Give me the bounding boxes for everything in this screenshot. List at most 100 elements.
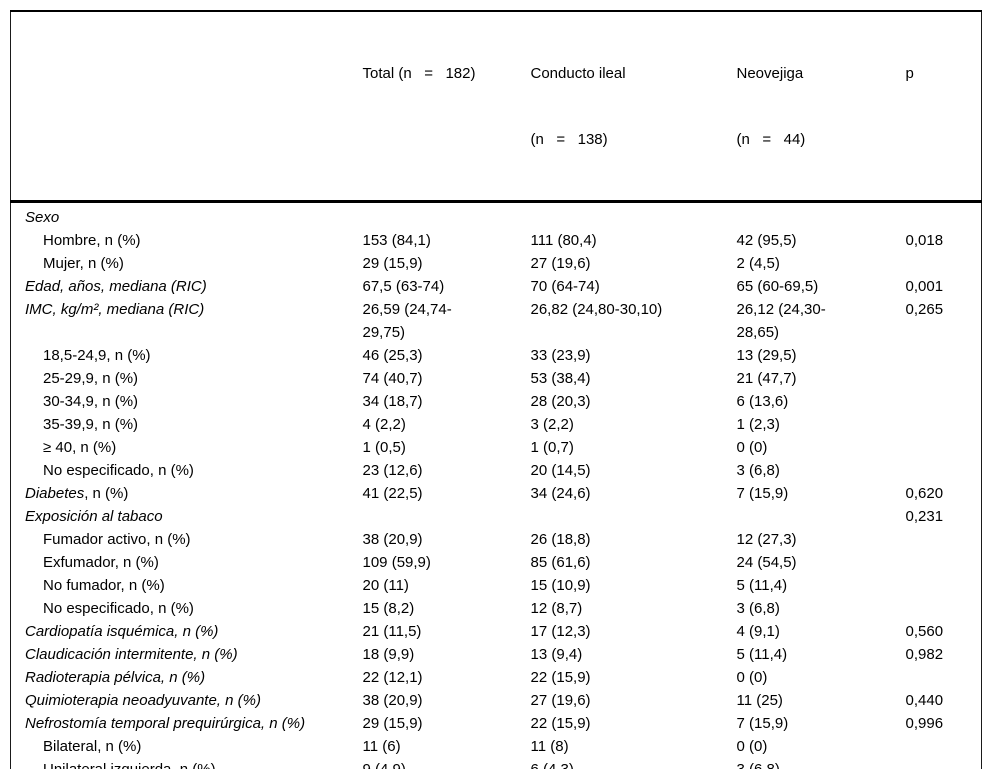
cell-p-value	[906, 735, 982, 758]
table-row: Edad, años, mediana (RIC) 67,5 (63-74) 70 …	[11, 275, 982, 298]
row-label-cell: Edad, años, mediana (RIC)	[11, 275, 363, 298]
cell-neovejiga: 7 (15,9)	[736, 715, 789, 732]
cell-neovejiga: 7 (15,9)	[736, 485, 789, 502]
table-row: 25-29,9, n (%) 74 (40,7) 53 (38,4) 21 (47,7…	[11, 367, 982, 390]
cell-conducto-ileal: 6 (4,3)	[531, 758, 737, 769]
row-label-cell: Diabetes, n (%)	[11, 482, 363, 505]
cell-conducto-ileal: 12 (8,7)	[530, 600, 583, 617]
row-label-text: Mujer, n (%)	[43, 255, 124, 272]
cell-p-value	[906, 551, 982, 574]
cell-p-value	[906, 367, 982, 390]
cell-total: 38 (20,9)	[362, 531, 423, 548]
row-label-cell: Unilateral izquierda, n (%)	[11, 758, 363, 769]
cell-conducto-ileal: 26,82 (24,80-30,10)	[530, 301, 663, 318]
table-row: Claudicación intermitente, n (%) 18 (9,9)…	[11, 643, 982, 666]
cell-neovejiga: 6 (13,6)	[736, 393, 789, 410]
cell-p-value	[906, 344, 982, 367]
header-total: Total (n = 182)	[362, 11, 531, 203]
cell-conducto-ileal	[531, 202, 737, 230]
cell-conducto-ileal: 33 (23,9)	[530, 347, 591, 364]
row-label-italic: Nefrostomía temporal prequirúrgica, n (%…	[25, 715, 306, 732]
row-label-cell: Nefrostomía temporal prequirúrgica, n (%…	[11, 712, 363, 735]
cell-total: 109 (59,9)	[362, 554, 431, 571]
header-p-line1: p	[905, 65, 914, 82]
cell-total: 21 (11,5)	[362, 623, 422, 640]
cell-p-value	[906, 666, 982, 689]
table-body: Sexo Hombre, n (%) 153 (84,1) 111 (80,4) 42 …	[11, 202, 982, 769]
cell-neovejiga: 3 (6,8)	[736, 462, 780, 479]
row-label-cell: Radioterapia pélvica, n (%)	[11, 666, 363, 689]
row-label-cell: Bilateral, n (%)	[11, 735, 363, 758]
cell-p-value	[906, 252, 982, 275]
cell-neovejiga: 0 (0)	[736, 439, 768, 456]
header-neovejiga: Neovejiga (n = 44)	[736, 11, 906, 203]
cell-conducto-ileal: 17 (12,3)	[530, 623, 591, 640]
cell-total: 67,5 (63-74)	[362, 278, 445, 295]
cell-conducto-ileal: 27 (19,6)	[530, 692, 591, 709]
cell-total: 22 (12,1)	[362, 669, 423, 686]
cell-neovejiga: 3 (6,8)	[736, 600, 780, 617]
cell-neovejiga: 26,12 (24,30- 28,65)	[736, 301, 826, 341]
row-label-text: Hombre, n (%)	[43, 232, 141, 249]
cell-total: 18 (9,9)	[362, 646, 415, 663]
cell-conducto-ileal: 15 (10,9)	[530, 577, 591, 594]
row-label-italic: Cardiopatía isquémica, n (%)	[25, 623, 219, 640]
table-row: 18,5-24,9, n (%) 46 (25,3) 33 (23,9) 13 (29…	[11, 344, 982, 367]
row-label-cell: ≥ 40, n (%)	[11, 436, 363, 459]
cell-p-value: 0,982	[905, 646, 944, 663]
row-label-italic: Claudicación intermitente, n (%)	[25, 646, 238, 663]
row-label-cell: Claudicación intermitente, n (%)	[11, 643, 363, 666]
row-label-cell: Sexo	[11, 202, 363, 230]
row-label-italic: Quimioterapia neoadyuvante, n (%)	[25, 692, 261, 709]
cell-conducto-ileal: 53 (38,4)	[530, 370, 591, 387]
row-label-text: 18,5-24,9, n (%)	[43, 347, 151, 364]
header-conducto-ileal: Conducto ileal (n = 138)	[530, 11, 737, 203]
row-label-cell: 25-29,9, n (%)	[11, 367, 363, 390]
cell-p-value	[906, 597, 982, 620]
row-label-cell: No fumador, n (%)	[11, 574, 363, 597]
table-row: Bilateral, n (%) 11 (6) 11 (8) 0 (0)	[11, 735, 982, 758]
header-conducto-line1: Conducto ileal	[530, 65, 626, 82]
table-row: No especificado, n (%) 15 (8,2) 12 (8,7) 3 …	[11, 597, 982, 620]
row-label-italic: Edad, años, mediana (RIC)	[25, 278, 207, 295]
cell-conducto-ileal: 28 (20,3)	[530, 393, 591, 410]
cell-p-value: 0,018	[905, 232, 944, 249]
cell-conducto-ileal: 11 (8)	[530, 738, 569, 755]
row-label-text: No especificado, n (%)	[43, 600, 194, 617]
cell-p-value	[906, 390, 982, 413]
cell-neovejiga: 3 (6,8)	[737, 758, 906, 769]
row-label-cell: No especificado, n (%)	[11, 459, 363, 482]
row-label-italic: Exposición al tabaco	[25, 508, 163, 525]
cell-conducto-ileal: 22 (15,9)	[530, 715, 591, 732]
cell-p-value: 0,440	[905, 692, 944, 709]
cell-conducto-ileal: 70 (64-74)	[530, 278, 600, 295]
cell-p-value	[906, 436, 982, 459]
cell-total: 11 (6)	[362, 738, 401, 755]
cell-total: 9 (4,9)	[363, 758, 531, 769]
cell-conducto-ileal: 34 (24,6)	[530, 485, 591, 502]
cell-neovejiga: 2 (4,5)	[736, 255, 780, 272]
cell-p-value	[906, 202, 982, 230]
cell-neovejiga: 0 (0)	[736, 738, 768, 755]
row-label-cell: Exfumador, n (%)	[11, 551, 363, 574]
cell-p-value: 0,996	[905, 715, 944, 732]
row-label-text: , n (%)	[84, 485, 129, 502]
cell-total: 1 (0,5)	[362, 439, 406, 456]
row-label-text: Unilateral izquierda, n (%)	[43, 761, 216, 769]
table-row: Exfumador, n (%) 109 (59,9) 85 (61,6) 24 (5…	[11, 551, 982, 574]
table-row: No fumador, n (%) 20 (11) 15 (10,9) 5 (11,4…	[11, 574, 982, 597]
cell-total: 4 (2,2)	[362, 416, 406, 433]
row-label-cell: IMC, kg/m², mediana (RIC)	[11, 298, 363, 344]
cell-p-value: 0,560	[905, 623, 944, 640]
row-label-text: 25-29,9, n (%)	[43, 370, 139, 387]
cell-neovejiga: 11 (25)	[736, 692, 783, 709]
cell-conducto-ileal: 27 (19,6)	[530, 255, 591, 272]
row-label-cell: Fumador activo, n (%)	[11, 528, 363, 551]
row-label-text: Fumador activo, n (%)	[43, 531, 191, 548]
table-row: Sexo	[11, 202, 982, 230]
cell-total: 34 (18,7)	[362, 393, 423, 410]
table-row: Mujer, n (%) 29 (15,9) 27 (19,6) 2 (4,5)	[11, 252, 982, 275]
cell-total	[363, 505, 531, 528]
table-header: Total (n = 182) Conducto ileal (n = 138)…	[10, 11, 982, 203]
